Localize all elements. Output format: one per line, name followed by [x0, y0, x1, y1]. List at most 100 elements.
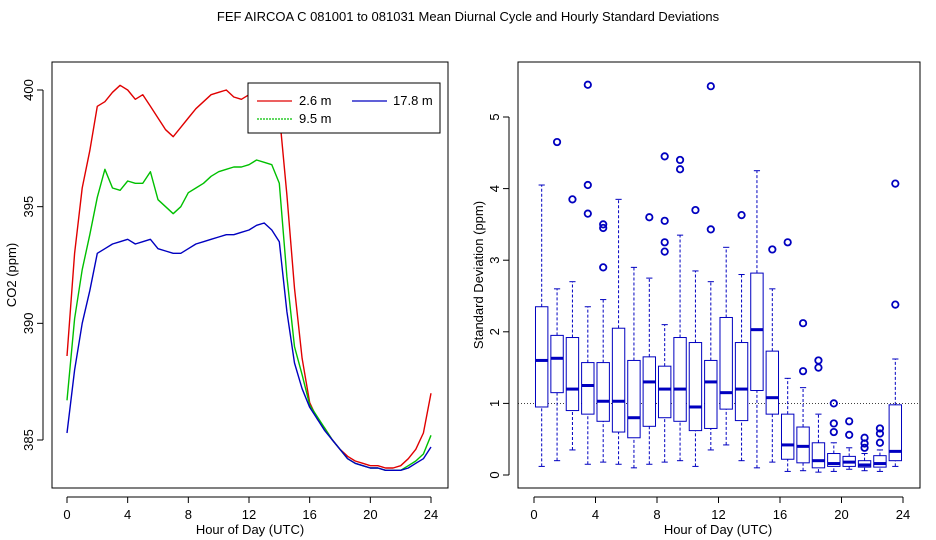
right-x-tick-label: 8	[653, 507, 660, 522]
box-hour-6.5	[627, 266, 641, 469]
left-y-tick-label: 395	[21, 196, 36, 218]
left-series-lines	[66, 84, 432, 471]
outlier-point	[845, 430, 854, 440]
outlier-point	[599, 223, 608, 233]
left-x-tick-label: 4	[124, 507, 131, 522]
right-x-tick-label: 24	[896, 507, 910, 522]
outlier-point	[891, 300, 900, 309]
outlier-point	[737, 210, 746, 220]
outlier-point	[814, 356, 823, 365]
figure-title: FEF AIRCOA C 081001 to 081031 Mean Diurn…	[216, 9, 720, 24]
right-y-tick-label: 1	[487, 400, 502, 407]
box-hour-5.5	[611, 198, 626, 465]
box-iqr	[611, 327, 626, 433]
outlier-point	[583, 209, 592, 218]
outlier-point	[660, 247, 669, 256]
box-hour-23.5	[888, 179, 903, 467]
box-hour-21.5	[857, 433, 872, 472]
right-y-axis: 0 1 2 3 4 5	[487, 113, 510, 479]
left-y-axis-label: CO2 (ppm)	[4, 243, 19, 307]
boxes	[534, 80, 903, 473]
box-iqr	[765, 350, 780, 415]
outlier-point	[860, 443, 869, 452]
box-iqr	[750, 272, 764, 392]
box-hour-3.5	[581, 80, 595, 465]
right-x-axis-label: Hour of Day (UTC)	[664, 522, 772, 537]
legend-box	[247, 82, 441, 134]
box-iqr	[534, 306, 549, 408]
box-hour-13.5	[734, 210, 749, 462]
box-iqr	[596, 362, 610, 422]
box-iqr	[581, 362, 595, 415]
box-hour-1.5	[550, 137, 564, 462]
box-iqr	[688, 342, 703, 432]
box-hour-19.5	[827, 399, 841, 472]
left-y-tick-label: 400	[21, 79, 36, 101]
outlier-point	[583, 80, 592, 89]
outlier-point	[798, 367, 808, 376]
series-line-2.6m	[66, 84, 432, 469]
left-plot-frame	[51, 61, 449, 489]
box-hour-10.5	[688, 205, 703, 467]
box-iqr	[565, 337, 580, 412]
box-iqr	[627, 359, 641, 439]
outlier-point	[875, 424, 885, 433]
right-y-tick-label: 2	[487, 328, 502, 335]
outlier-point	[568, 195, 577, 204]
legend: 2.6 m 17.8 m 9.5 m	[247, 82, 441, 134]
box-iqr	[550, 334, 564, 394]
left-y-tick-label: 390	[21, 312, 36, 334]
box-iqr	[704, 359, 718, 429]
outlier-point	[660, 216, 669, 225]
legend-label-2.6m: 2.6 m	[299, 93, 332, 108]
box-hour-12.5	[719, 246, 733, 446]
box-iqr	[734, 342, 749, 422]
outlier-point	[891, 179, 900, 188]
outlier-point	[583, 180, 592, 190]
box-hour-2.5	[565, 195, 580, 451]
box-iqr	[811, 442, 826, 469]
box-hour-17.5	[796, 319, 810, 472]
outlier-point	[599, 220, 608, 229]
outlier-point	[706, 82, 715, 91]
outlier-point	[875, 438, 885, 447]
box-hour-4.5	[596, 220, 610, 463]
box-iqr	[888, 404, 903, 462]
box-iqr	[873, 455, 887, 468]
outlier-point	[829, 419, 838, 428]
right-x-axis: 0 4 8 12 16 20 24	[530, 496, 910, 522]
outlier-point	[660, 152, 669, 161]
right-y-axis-label: Standard Deviation (ppm)	[471, 201, 486, 349]
left-x-tick-label: 24	[424, 507, 438, 522]
box-hour-22.5	[873, 424, 887, 472]
legend-label-9.5m: 9.5 m	[299, 111, 332, 126]
box-hour-0.5	[534, 184, 549, 467]
right-y-tick-label: 5	[487, 113, 502, 120]
outlier-point	[875, 429, 885, 438]
right-x-tick-label: 16	[773, 507, 787, 522]
series-line-9.5m	[66, 159, 432, 471]
left-x-tick-label: 12	[242, 507, 256, 522]
outlier-point	[660, 238, 669, 247]
box-iqr	[657, 365, 672, 419]
line-chart-panel: 0 4 8 12 16 20 24 385 390 395 400 Hour of Day (UT…	[4, 61, 449, 537]
outlier-point	[829, 399, 838, 408]
series-line-17.8m	[66, 222, 432, 471]
left-x-tick-label: 0	[63, 507, 70, 522]
right-y-tick-label: 0	[487, 471, 502, 478]
box-hour-18.5	[811, 356, 826, 473]
left-y-axis: 385 390 395 400	[21, 79, 44, 451]
box-hour-14.5	[750, 170, 764, 469]
outlier-point	[599, 263, 608, 272]
box-iqr	[673, 337, 687, 422]
box-hour-11.5	[704, 82, 718, 451]
box-iqr	[780, 413, 795, 460]
outlier-point	[645, 213, 654, 222]
box-iqr	[642, 356, 657, 427]
outlier-point	[675, 155, 685, 165]
outlier-point	[845, 417, 854, 426]
legend-label-17.8m: 17.8 m	[393, 93, 433, 108]
outlier-point	[783, 238, 792, 247]
outlier-point	[860, 439, 869, 448]
